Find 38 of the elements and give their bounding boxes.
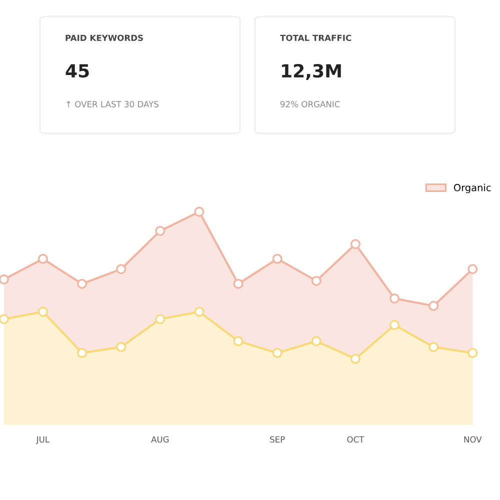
point: [272, 254, 282, 264]
point: [428, 300, 439, 311]
point: [233, 336, 244, 346]
point: [350, 354, 360, 364]
point: [0, 314, 9, 324]
point: [311, 276, 322, 286]
point: [116, 264, 126, 274]
point: [350, 239, 360, 250]
point: [77, 348, 88, 358]
x-tick-label: JUL: [36, 436, 50, 444]
text: PAID KEYWORDS: [66, 34, 143, 42]
text: ↑ OVER LAST 30 DAYS: [66, 101, 159, 108]
point: [155, 314, 166, 324]
x-tick-label: SEP: [270, 436, 285, 443]
point: [194, 306, 204, 317]
point: [38, 254, 48, 264]
point: [390, 294, 400, 304]
text: 45: [66, 64, 89, 78]
point: [272, 348, 282, 358]
legend-label: Organic: [454, 184, 491, 194]
point: [390, 320, 400, 330]
point: [194, 206, 204, 217]
point: [155, 226, 166, 236]
text: 12,3M: [282, 64, 341, 80]
x-tick-label: OCT: [347, 436, 364, 443]
point: [311, 336, 322, 346]
x-tick-label: NOV: [464, 436, 482, 443]
point: [116, 342, 126, 352]
point: [233, 278, 244, 289]
point: [0, 274, 9, 284]
point: [38, 306, 48, 317]
text: TOTAL TRAFFIC: [280, 34, 352, 42]
point: [77, 278, 88, 289]
point: [468, 264, 478, 274]
x-tick-label: AUG: [151, 436, 169, 443]
point: [428, 342, 439, 352]
point: [468, 348, 478, 358]
text: 92% ORGANIC: [280, 101, 340, 108]
